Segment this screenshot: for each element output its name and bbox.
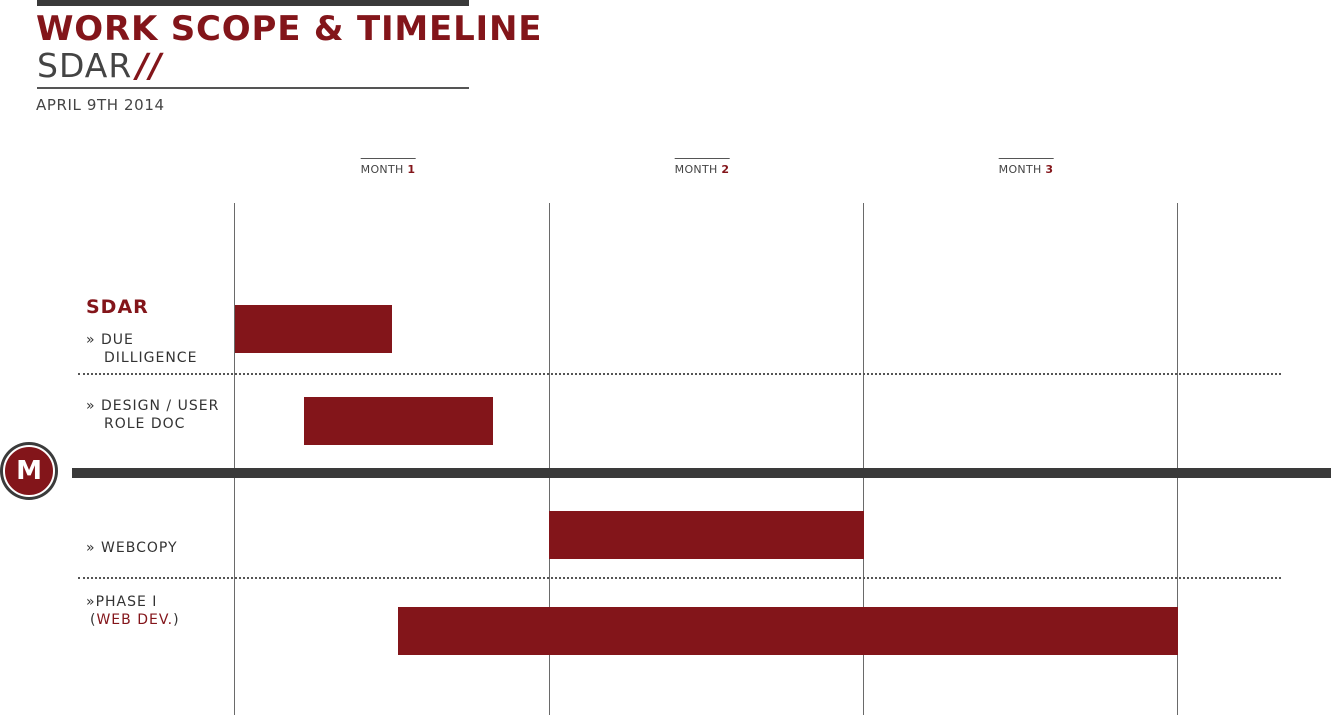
task-2-line-1: » DESIGN / USER [86,398,220,414]
month-3-label: MONTH [998,163,1042,176]
timeline-bar-due-diligence [235,305,393,353]
month-2-label: MONTH [674,163,718,176]
title-top-rule [37,0,469,6]
task-4-paren-close: ) [173,612,180,628]
month-boundary-1 [549,203,550,715]
task-4-line-1: »PHASE I [86,594,158,610]
logo-mark: M [3,445,55,497]
month-boundary-2 [863,203,864,715]
month-1-header: MONTH 1 [360,158,416,176]
timeline-bar-webcopy [549,511,864,559]
task-label-webcopy: » WEBCOPY [86,539,178,557]
month-2-number: 2 [721,163,730,176]
month-2-header: MONTH 2 [674,158,730,176]
section-title: SDAR [86,296,149,318]
task-label-due-diligence: » DUE DILLIGENCE [86,331,197,367]
task-2-line-2: ROLE DOC [104,416,186,432]
task-4-accent: WEB DEV. [96,612,174,628]
page-title: WORK SCOPE & TIMELINE [36,9,543,49]
month-3-header: MONTH 3 [998,158,1054,176]
logo: M [0,442,58,500]
timeline-bar-phase-1 [398,607,1178,655]
month-boundary-0 [234,203,235,715]
task-label-design-role-doc: » DESIGN / USER ROLE DOC [86,397,219,433]
title-underline [37,87,469,89]
task-label-phase-1: »PHASE I (WEB DEV.) [86,593,180,629]
row-separator-1 [78,373,1281,375]
task-4-line-2: (WEB DEV.) [86,611,180,629]
task-1-line-1: » DUE [86,332,134,348]
row-separator-2 [78,577,1281,579]
task-1-line-2: DILLIGENCE [104,350,198,366]
task-3-line-1: » WEBCOPY [86,540,178,556]
document-date: APRIL 9TH 2014 [36,96,165,114]
task-4-paren-open: ( [90,612,97,628]
month-boundary-3 [1177,203,1178,715]
month-1-label: MONTH [360,163,404,176]
subtitle-mark: // [136,46,163,85]
month-1-number: 1 [407,163,416,176]
page-subtitle: SDAR// [37,47,162,85]
phase-divider [72,468,1331,478]
subtitle-text: SDAR [37,46,133,85]
timeline-bar-design-role-doc [304,397,493,445]
month-3-number: 3 [1045,163,1054,176]
